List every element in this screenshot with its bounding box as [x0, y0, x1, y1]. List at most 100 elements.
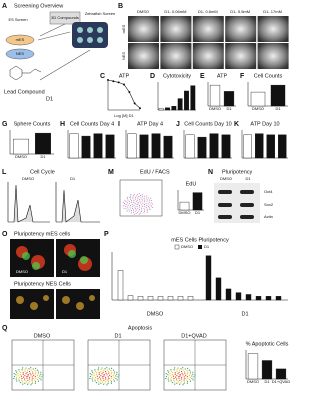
cells	[16, 295, 95, 310]
dot	[182, 369, 184, 371]
dot	[150, 205, 152, 207]
micrograph	[128, 16, 159, 42]
panel-label: K	[234, 121, 239, 128]
axis-label: Log [M] D1	[114, 113, 134, 118]
dot	[135, 201, 137, 203]
dot	[144, 195, 146, 197]
dot	[103, 379, 105, 381]
dot	[28, 368, 30, 370]
bar	[205, 255, 212, 301]
dot	[165, 375, 168, 378]
bar	[163, 135, 173, 159]
dot	[105, 372, 107, 374]
dot	[127, 208, 129, 210]
dot	[137, 211, 139, 213]
bar	[215, 277, 222, 301]
dot	[22, 372, 24, 374]
figure: A Screening Overview 3D Compounds ES Scr…	[2, 3, 290, 391]
dot	[147, 206, 149, 208]
dot	[172, 375, 175, 377]
dot	[36, 369, 39, 371]
dot	[193, 376, 195, 378]
dot	[107, 382, 109, 385]
group-label: D1	[241, 311, 248, 317]
dot	[189, 373, 191, 375]
dot	[147, 197, 149, 199]
dot	[187, 371, 189, 373]
column-label: DMSO	[137, 9, 149, 14]
dot	[148, 201, 150, 203]
axis	[245, 350, 288, 380]
dot	[179, 379, 181, 381]
dot	[16, 376, 18, 378]
dot	[34, 381, 37, 383]
dot	[103, 375, 105, 377]
dot	[112, 379, 115, 381]
dot	[130, 202, 132, 204]
dot	[126, 196, 128, 198]
dot	[22, 383, 24, 385]
dot	[102, 377, 104, 379]
bar	[147, 296, 154, 301]
dot	[129, 206, 131, 208]
row-label: NES	[121, 52, 126, 61]
band-label: Sox2	[264, 202, 274, 207]
dot	[132, 206, 134, 208]
dot	[178, 376, 180, 378]
panel-title: Sphere Counts	[14, 121, 51, 127]
dot	[143, 197, 145, 199]
column-label: D1- 0.06mM	[164, 9, 186, 14]
panel-title: ATP Day 10	[250, 121, 279, 127]
dot	[140, 202, 142, 204]
x-tick-label: D1	[264, 379, 270, 384]
dot	[145, 202, 147, 204]
dot	[32, 368, 34, 370]
bar	[157, 296, 164, 301]
dot	[104, 382, 106, 384]
dot	[130, 205, 132, 207]
dot	[27, 374, 29, 376]
dot	[147, 203, 149, 205]
dot	[177, 381, 180, 383]
panel-label: P	[104, 231, 109, 238]
dot	[180, 368, 182, 370]
dot	[184, 372, 186, 374]
dot	[138, 206, 140, 208]
dot	[174, 372, 176, 374]
dot	[176, 375, 178, 377]
structure	[9, 65, 42, 81]
bar	[265, 296, 272, 301]
dot	[173, 368, 175, 370]
dot	[18, 376, 21, 379]
dot	[142, 202, 144, 204]
dot	[30, 369, 32, 371]
dot	[135, 212, 137, 214]
dot	[31, 376, 33, 378]
micrograph	[160, 16, 192, 42]
dot	[143, 212, 145, 214]
arrow	[37, 23, 91, 81]
point	[107, 79, 109, 81]
dot	[42, 374, 44, 376]
dot	[130, 212, 132, 214]
dot	[36, 374, 38, 376]
dot	[128, 210, 130, 212]
dot	[91, 371, 94, 373]
dot	[186, 379, 188, 381]
dot	[188, 379, 191, 381]
dot	[105, 380, 107, 382]
dot	[138, 193, 140, 195]
dot	[27, 369, 29, 371]
dot	[29, 376, 31, 378]
dot	[98, 381, 100, 383]
dot	[139, 195, 141, 197]
dot	[143, 207, 145, 209]
dot	[111, 377, 113, 379]
dot	[29, 378, 31, 380]
dot	[180, 382, 182, 384]
dot	[128, 203, 130, 205]
dot	[189, 380, 192, 382]
dot	[137, 194, 139, 196]
panel-o: O Pluripotency mES cells DMSO D1 Pluripo…	[2, 231, 100, 319]
dot	[187, 367, 189, 369]
